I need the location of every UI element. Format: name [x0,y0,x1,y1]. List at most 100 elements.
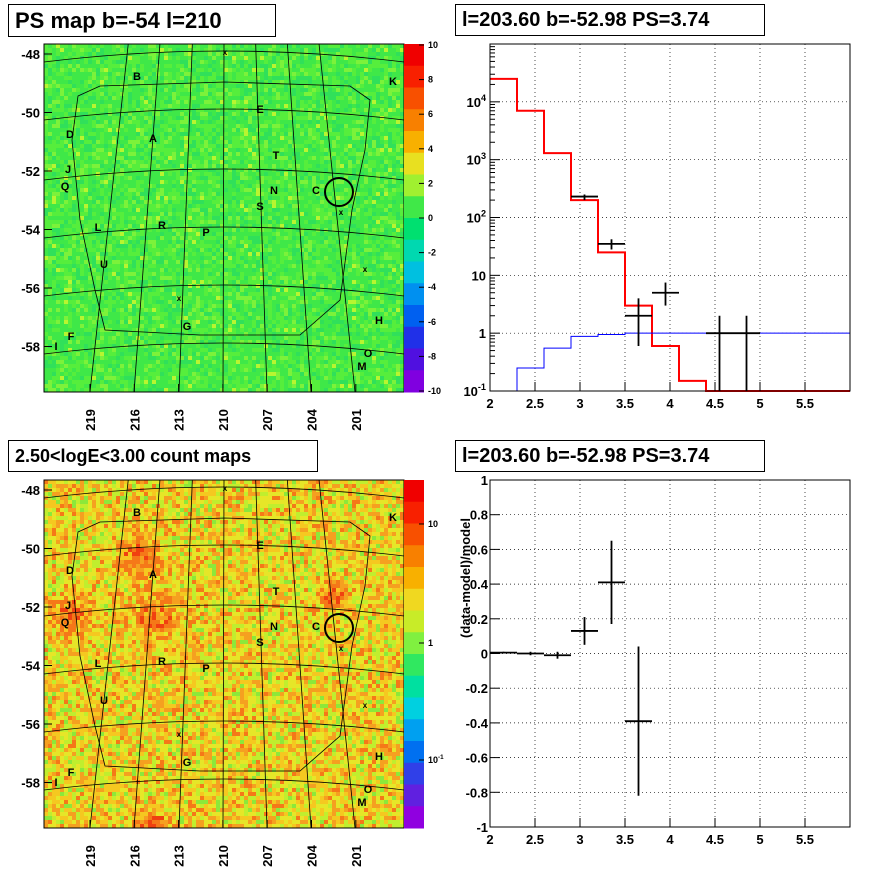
ps-map-cell [328,92,332,96]
ps-map-cell [76,144,80,148]
ps-map-cell [368,256,372,260]
ps-map-cell [308,108,312,112]
ps-map-cell [168,152,172,156]
ps-map-cell [288,64,292,68]
ps-map-cell [208,196,212,200]
ps-map-cell [104,228,108,232]
ps-map-cell [168,244,172,248]
ps-map-cell [44,184,48,188]
ps-map-cell [96,252,100,256]
ps-map-cell [136,72,140,76]
ps-map-cell [44,204,48,208]
ps-map-cell [400,128,404,132]
ps-map-cell [248,112,252,116]
ps-map-cell [324,144,328,148]
ps-map-cell [276,52,280,56]
ps-map-cell [192,120,196,124]
ps-map-cell [100,212,104,216]
ps-map-cell [104,80,108,84]
ps-map-cell [84,244,88,248]
ps-map-cell [340,232,344,236]
ps-map-cell [280,148,284,152]
ps-map-cell [240,132,244,136]
ps-map-cell [388,112,392,116]
ps-map-cell [388,240,392,244]
ps-map-cell [68,52,72,56]
ps-map-cell [136,144,140,148]
ps-map-cell [204,204,208,208]
ps-map-cell [280,252,284,256]
ps-map-cell [180,140,184,144]
ps-map-cell [328,252,332,256]
ps-map-cell [248,60,252,64]
ps-map-cell [80,140,84,144]
ps-map-cell [200,180,204,184]
ps-map-cell [108,240,112,244]
ps-map-cell [176,160,180,164]
ps-map-cell [288,92,292,96]
ps-map-cell [212,68,216,72]
ps-map-cell [80,256,84,260]
ps-map-cell [312,100,316,104]
ps-map-cell [396,68,400,72]
ps-map-cell [276,236,280,240]
ps-map-cell [64,256,68,260]
ps-map-cell [360,112,364,116]
ps-map-cell [284,260,288,264]
ps-map-cell [252,180,256,184]
ps-map-cell [112,164,116,168]
ps-map-cell [168,172,172,176]
ps-map-cell [288,132,292,136]
ps-map-cell [380,108,384,112]
ps-map-cell [232,96,236,100]
ps-map-cell [176,48,180,52]
ps-map-cell [44,92,48,96]
ps-map-cell [108,64,112,68]
ps-map-cell [140,108,144,112]
ps-map-cell [168,264,172,268]
ps-map-cell [368,140,372,144]
ps-map-cell [180,192,184,196]
ps-map-cell [376,76,380,80]
ps-map-cell [128,88,132,92]
ps-map-cell [312,88,316,92]
ps-map-cell [152,104,156,108]
ps-map-cell [336,88,340,92]
ps-map-cell [312,68,316,72]
ps-map-cell [136,128,140,132]
ps-map-cell [204,228,208,232]
ps-map-cell [192,160,196,164]
ps-map-cell [132,136,136,140]
ps-map-cell [80,72,84,76]
ps-map-cell [400,224,404,228]
ps-map-cell [288,144,292,148]
ps-map-cell [120,68,124,72]
ps-map-cell [188,188,192,192]
ps-map-cell [164,208,168,212]
ps-map-cell [336,256,340,260]
ps-map-cell [220,144,224,148]
ps-map-cell [328,248,332,252]
ps-map-cell [72,96,76,100]
ps-map-cell [144,64,148,68]
ps-map-cell [344,164,348,168]
ps-map-cell [272,124,276,128]
ps-map-cell [168,224,172,228]
ps-map-cell [52,204,56,208]
ps-map-cell [124,164,128,168]
ps-map-cell [128,92,132,96]
ps-map-cell [340,48,344,52]
ps-map-cell [344,240,348,244]
ps-map-cell [244,164,248,168]
ps-map-cell [316,236,320,240]
ps-map-cell [308,116,312,120]
ps-map-cell [92,132,96,136]
ps-map-cell [72,48,76,52]
ps-map-cell [396,84,400,88]
ps-map-cell [152,80,156,84]
ps-map-cell [368,112,372,116]
ps-map-cell [396,232,400,236]
ps-map-cell [140,56,144,60]
ps-map-cell [60,100,64,104]
ps-map-cell [204,240,208,244]
